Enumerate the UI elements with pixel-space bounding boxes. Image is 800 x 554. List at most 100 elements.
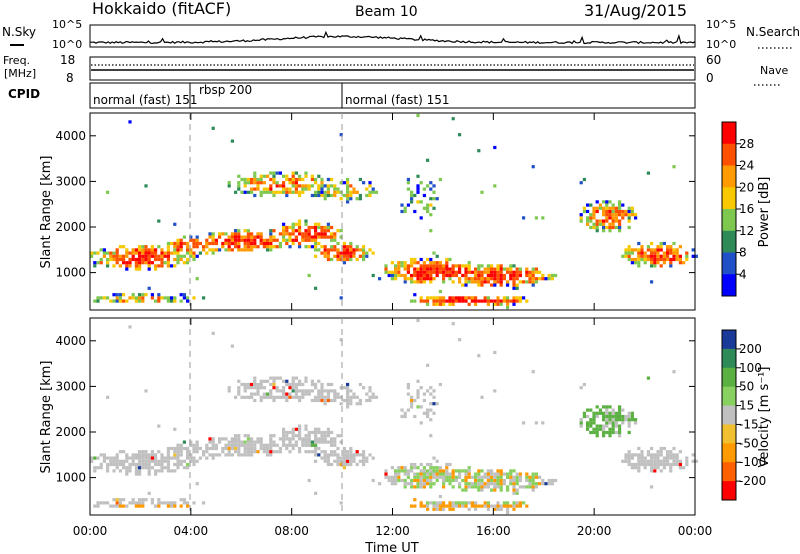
power-cell (499, 283, 503, 287)
power-cell (368, 248, 372, 252)
power-cell (435, 296, 439, 300)
velocity-cell (301, 440, 305, 444)
power-cell (314, 245, 318, 249)
velocity-cell (365, 456, 369, 460)
power-cell (144, 293, 148, 297)
power-cell (346, 200, 350, 204)
power-cell (493, 184, 497, 188)
power-cell (582, 206, 586, 210)
power-cell (451, 267, 455, 271)
power-cell (432, 261, 436, 265)
power-cell (624, 213, 628, 217)
power-cell (602, 222, 606, 226)
velocity-cell (445, 478, 449, 483)
velocity-cell (672, 370, 676, 374)
velocity-cell (141, 456, 145, 460)
velocity-cell (397, 469, 401, 473)
velocity-cell (598, 408, 602, 412)
velocity-cell (518, 504, 522, 508)
power-cell (595, 206, 599, 210)
power-cell (502, 296, 506, 300)
power-cell (496, 277, 500, 281)
velocity-cell (368, 389, 372, 393)
power-cell (390, 270, 394, 274)
power-cell (346, 197, 350, 201)
power-cell (288, 232, 292, 236)
power-cell (422, 277, 426, 281)
velocity-cell (445, 475, 449, 479)
velocity-cell (605, 430, 609, 435)
power-cell (333, 193, 337, 198)
velocity-cell (234, 443, 238, 447)
power-cell (99, 257, 103, 262)
power-cell (230, 232, 234, 236)
power-cell (294, 190, 298, 194)
velocity-cell (358, 459, 362, 463)
velocity-cell (320, 392, 324, 396)
velocity-cell (208, 437, 212, 441)
velocity-cell (435, 466, 439, 470)
power-cell (330, 238, 334, 242)
power-cell (314, 229, 318, 233)
power-cell (278, 232, 282, 236)
power-cell (531, 280, 535, 284)
power-cell (192, 238, 196, 242)
velocity-cell (598, 427, 602, 431)
power-cell (285, 177, 289, 182)
power-cell (294, 222, 298, 226)
power-cell (336, 251, 340, 255)
velocity-cell (346, 450, 350, 454)
power-cell (618, 222, 622, 226)
power-cell (426, 158, 430, 162)
power-cell (394, 270, 398, 274)
velocity-cell (307, 434, 311, 438)
power-cell (618, 200, 622, 204)
velocity-cell (691, 453, 695, 457)
power-cell (138, 257, 142, 262)
power-cell (358, 254, 362, 258)
power-cell (326, 254, 330, 258)
velocity-cell (154, 462, 158, 467)
power-cell (298, 232, 302, 236)
power-cell (419, 270, 423, 274)
power-cell (186, 241, 190, 246)
power-cell (413, 209, 417, 214)
velocity-cell (262, 446, 266, 451)
power-cell (608, 209, 612, 214)
velocity-cell (352, 395, 356, 399)
power-cell (186, 251, 190, 255)
power-cell (362, 181, 366, 185)
velocity-cell (163, 501, 167, 505)
velocity-cell (320, 440, 324, 444)
velocity-cell (355, 450, 359, 454)
velocity-cell (339, 402, 343, 406)
power-cell (173, 222, 177, 226)
velocity-cell (438, 469, 442, 473)
power-cell (547, 273, 551, 278)
power-cell (189, 251, 193, 255)
power-cell (266, 238, 270, 242)
power-cell (128, 120, 132, 124)
power-cell (189, 248, 193, 252)
velocity-cell (406, 469, 410, 473)
power-cell (448, 299, 452, 303)
velocity-cell (506, 472, 510, 476)
velocity-cell (122, 466, 126, 470)
velocity-cell (298, 434, 302, 438)
power-cell (515, 270, 519, 274)
velocity-cell (579, 424, 583, 428)
power-cell (307, 235, 311, 239)
velocity-cell (333, 450, 337, 454)
power-cell (400, 203, 404, 207)
power-cell (317, 193, 321, 198)
power-cell (90, 254, 94, 258)
velocity-cell (122, 504, 126, 508)
velocity-cell (346, 405, 350, 409)
velocity-cell (182, 446, 186, 451)
power-cell (205, 251, 209, 255)
power-cell (282, 187, 286, 191)
velocity-cell (227, 443, 231, 447)
velocity-cell (99, 501, 103, 505)
power-cell (323, 197, 327, 201)
power-cell (608, 213, 612, 217)
